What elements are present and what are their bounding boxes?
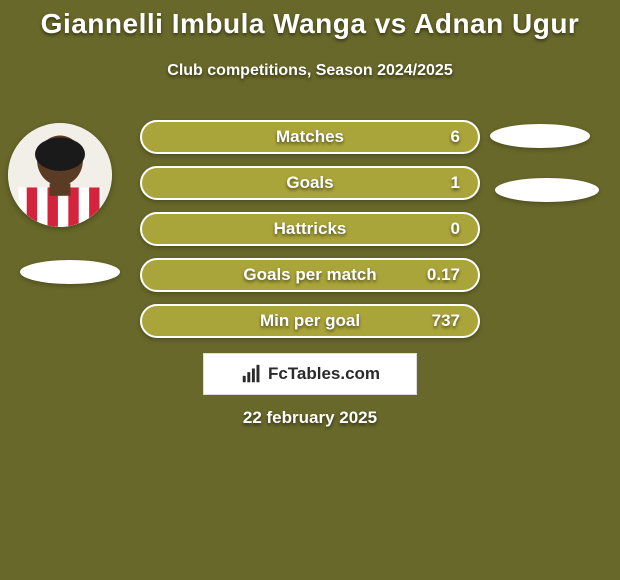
stat-bar-label: Goals [142, 173, 478, 193]
player-right-placeholder-top [490, 124, 590, 148]
stat-bar-label: Min per goal [142, 311, 478, 331]
stat-bar: Goals per match0.17 [140, 258, 480, 292]
stat-bar-label: Hattricks [142, 219, 478, 239]
player-left-name-placeholder [20, 260, 120, 284]
stat-bar-value: 0.17 [427, 265, 460, 285]
player-left-photo [8, 123, 112, 227]
player-avatar-icon [8, 123, 112, 227]
stat-bar-value: 1 [451, 173, 460, 193]
fctables-logo-text: FcTables.com [268, 364, 380, 384]
stat-bar: Goals1 [140, 166, 480, 200]
stat-bar-value: 0 [451, 219, 460, 239]
stat-bar: Matches6 [140, 120, 480, 154]
bar-chart-icon [240, 363, 262, 385]
player-right-placeholder-bottom [495, 178, 599, 202]
stat-bar: Hattricks0 [140, 212, 480, 246]
fctables-logo: FcTables.com [203, 353, 417, 395]
stat-bar-value: 737 [432, 311, 460, 331]
stat-bar-label: Matches [142, 127, 478, 147]
stat-bar: Min per goal737 [140, 304, 480, 338]
stat-bar-value: 6 [451, 127, 460, 147]
snapshot-date: 22 february 2025 [0, 408, 620, 428]
comparison-subtitle: Club competitions, Season 2024/2025 [0, 62, 620, 80]
comparison-title: Giannelli Imbula Wanga vs Adnan Ugur [0, 8, 620, 40]
